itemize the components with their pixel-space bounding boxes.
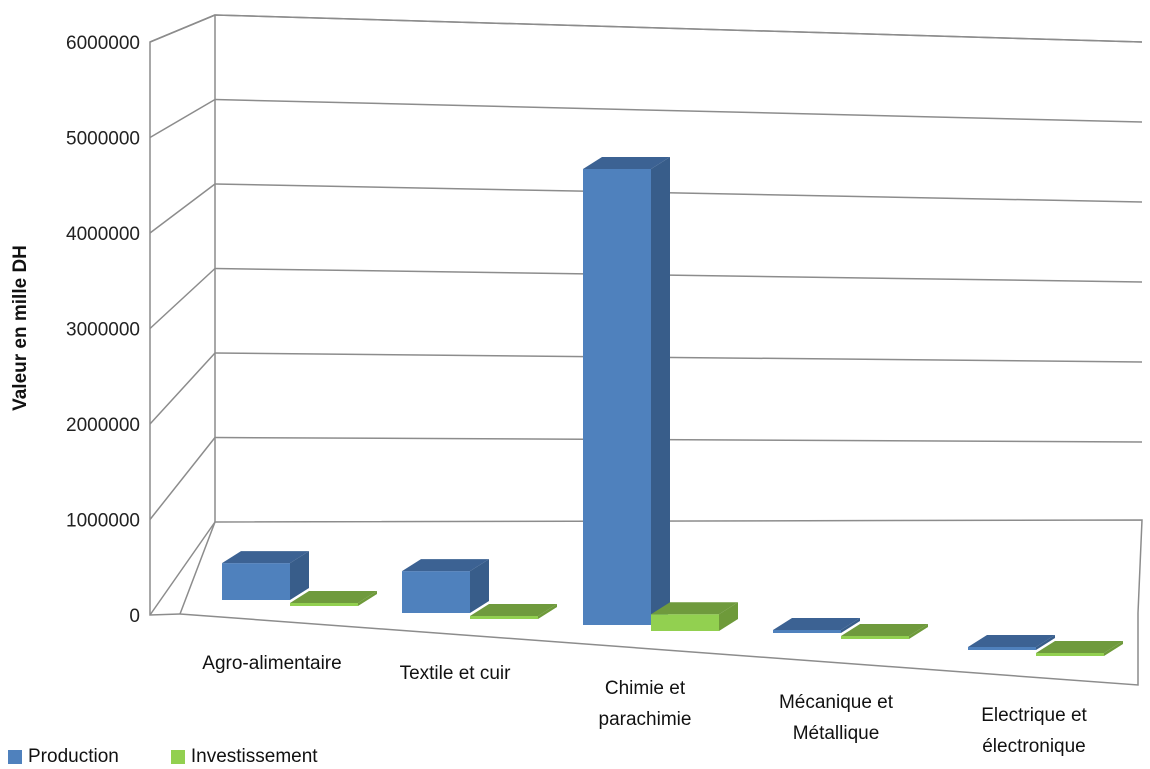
- bar-investissement-front: [470, 616, 538, 619]
- bar-investissement-front: [1036, 653, 1104, 656]
- bar-production: [583, 157, 670, 625]
- y-tick-label: 1000000: [66, 511, 140, 532]
- bar-investissement-top: [651, 602, 738, 615]
- gridline: [214, 436, 1143, 443]
- bar-production-top: [773, 618, 860, 630]
- bar-investissement-side: [538, 604, 557, 619]
- bar-investissement: [1036, 641, 1123, 656]
- category-label-line: électronique: [982, 736, 1086, 757]
- bar-investissement-side: [719, 602, 738, 631]
- bar-investissement-side: [358, 591, 377, 606]
- back-wall: [214, 14, 1143, 522]
- bar-production-side: [290, 551, 309, 600]
- category-label-line: Métallique: [793, 723, 880, 744]
- y-axis-label: Valeur en mille DH: [10, 245, 31, 411]
- bar-investissement-side: [1104, 641, 1123, 656]
- gridline: [214, 98, 1143, 123]
- category-label-line: Chimie et: [605, 678, 686, 699]
- legend-label-investissement: Investissement: [190, 746, 318, 767]
- y-axis-ticks: 0 1000000 2000000 3000000 4000000 5000000 6000…: [66, 33, 140, 627]
- bar-investissement-top: [841, 624, 928, 636]
- category-label: Chimie et parachimie: [599, 678, 692, 730]
- legend-item-investissement: Investissement: [170, 746, 318, 768]
- gridline-side: [149, 267, 216, 330]
- category-label: Agro-alimentaire: [202, 653, 341, 674]
- category-label: Mécanique et Métallique: [779, 692, 894, 744]
- gridline-side: [149, 183, 216, 234]
- bar-investissement-top: [290, 591, 377, 603]
- bar-production-side: [651, 157, 670, 625]
- y-tick-label: 5000000: [66, 129, 140, 150]
- bar-production-side: [841, 618, 860, 633]
- bar-production-top: [402, 559, 489, 572]
- bar-production: [773, 618, 860, 633]
- category-label-line: Electrique et: [981, 705, 1087, 726]
- gridline: [214, 183, 1143, 203]
- bar-investissement-front: [841, 636, 909, 639]
- legend-swatch-investissement: [170, 750, 185, 764]
- bar-investissement-side: [909, 624, 928, 639]
- bar-production-top: [222, 551, 309, 564]
- y-tick-label: 3000000: [66, 320, 140, 341]
- y-tick-label: 4000000: [66, 224, 140, 245]
- gridlines: [149, 14, 1143, 616]
- bar-production: [968, 635, 1055, 650]
- bar-investissement-top: [470, 604, 557, 616]
- legend-swatch-production: [8, 750, 22, 764]
- bars: [222, 157, 1123, 656]
- bar-investissement-top: [1036, 641, 1123, 653]
- category-label: Electrique et électronique: [981, 705, 1087, 757]
- bar-production-side: [1036, 635, 1055, 650]
- bar-investissement: [290, 591, 377, 606]
- bar-production-front: [222, 563, 290, 600]
- gridline: [214, 14, 1143, 43]
- bar-production-front: [773, 630, 841, 633]
- legend: Production Investissement: [8, 746, 370, 768]
- bar-investissement: [651, 602, 738, 631]
- gridline: [214, 352, 1143, 363]
- bar-production-side: [470, 559, 489, 613]
- gridline-side: [149, 352, 216, 425]
- category-labels: Agro-alimentaire Textile et cuir Chimie et…: [202, 653, 1087, 757]
- bar-production-front: [402, 571, 470, 613]
- bar-production: [222, 551, 309, 600]
- gridline: [214, 267, 1143, 283]
- gridline-side: [149, 521, 216, 616]
- gridline-side: [149, 14, 216, 43]
- y-tick-label: 6000000: [66, 33, 140, 54]
- category-label-line: Agro-alimentaire: [202, 653, 341, 674]
- bar-production-front: [583, 169, 651, 625]
- legend-label-production: Production: [28, 746, 119, 767]
- category-label: Textile et cuir: [400, 663, 512, 684]
- bar-investissement: [841, 624, 928, 639]
- gridline-side: [149, 437, 216, 520]
- category-label-line: Mécanique et: [779, 692, 894, 713]
- bar-investissement-front: [651, 614, 719, 631]
- bar-investissement-front: [290, 603, 358, 606]
- bar-investissement: [470, 604, 557, 619]
- legend-item-production: Production: [8, 746, 119, 768]
- category-label-line: parachimie: [599, 709, 692, 730]
- floor: [179, 519, 1143, 686]
- bar-production-top: [968, 635, 1055, 647]
- bar-production-front: [968, 647, 1036, 650]
- bar-production-top: [583, 157, 670, 170]
- y-tick-label: 0: [129, 606, 140, 627]
- bar-production: [402, 559, 489, 613]
- category-label-line: Textile et cuir: [400, 663, 512, 684]
- y-tick-label: 2000000: [66, 415, 140, 436]
- gridline-side: [149, 98, 216, 139]
